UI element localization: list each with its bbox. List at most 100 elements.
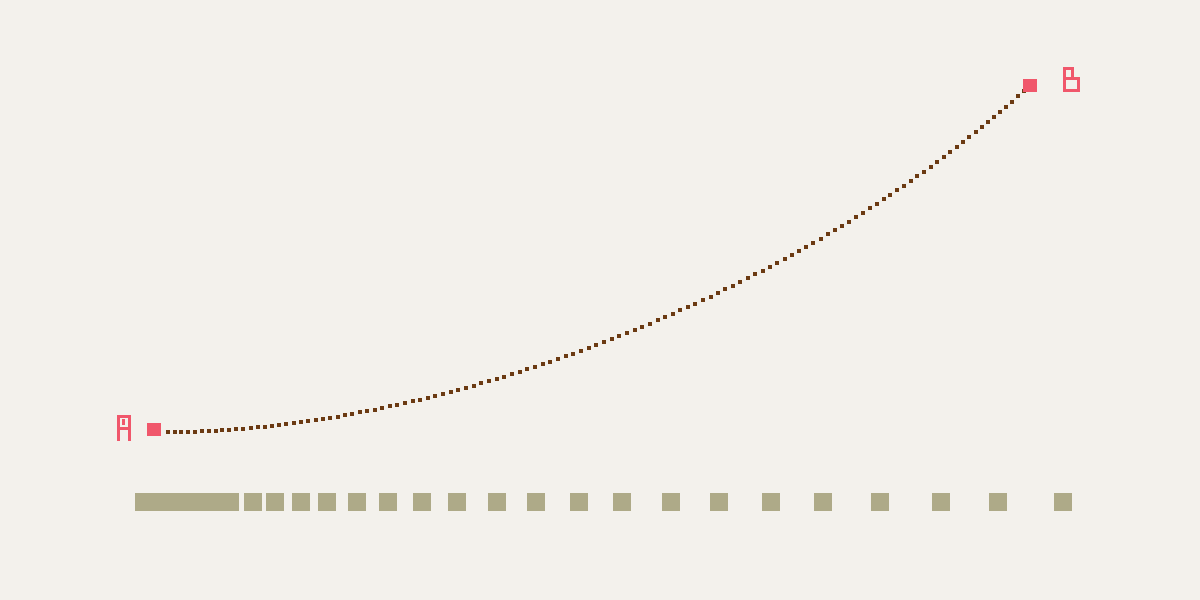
path-dot [610,337,614,341]
path-dot [343,413,347,417]
path-dot [775,261,779,265]
path-dot [510,372,514,376]
path-dot [241,427,245,431]
path-dot [388,404,392,408]
path-dot [321,417,325,421]
path-dot [487,379,491,383]
end-label-pixel-glyph [1063,67,1080,92]
ruler-tick [379,493,397,511]
ruler-tick [527,493,545,511]
path-dot [909,179,913,183]
path-dot [955,145,959,149]
ruler-tick [871,493,889,511]
path-dot [571,352,575,356]
path-dot [948,150,952,154]
path-dot [365,409,369,413]
path-dot [193,430,197,434]
path-dot [868,206,872,210]
path-dot [256,425,260,429]
ruler-tick [570,493,588,511]
path-dot [656,318,660,322]
path-dot [564,354,568,358]
path-dot [350,412,354,416]
path-dot [358,410,362,414]
path-dot [214,429,218,433]
path-dot [426,396,430,400]
path-dot [166,430,170,434]
path-dot [403,401,407,405]
path-dot [518,370,522,374]
path-dot [464,386,468,390]
path-dot [625,331,629,335]
path-dot [935,160,939,164]
path-dot [961,140,965,144]
path-dot [602,340,606,344]
path-dot [998,110,1002,114]
path-dot [633,328,637,332]
path-dot [854,215,858,219]
path-dot [768,265,772,269]
path-dot [587,346,591,350]
path-dot [479,381,483,385]
path-dot [395,403,399,407]
path-dot [441,392,445,396]
path-dot [882,197,886,201]
path-dot [179,430,183,434]
path-dot [449,390,453,394]
path-dot [790,253,794,257]
ruler-tick [710,493,728,511]
ruler-tick [814,493,832,511]
path-dot [895,188,899,192]
ruler-tick [662,493,680,511]
path-dot [819,237,823,241]
path-dot [525,367,529,371]
path-dot [617,334,621,338]
path-dot [888,193,892,197]
path-dot [173,430,177,434]
ruler-ticks [135,493,1072,511]
path-dot [594,343,598,347]
path-dot [753,272,757,276]
ruler-tick [613,493,631,511]
ruler-tick [186,493,205,511]
path-dot [833,228,837,232]
ruler-tick [169,493,188,511]
path-dot [709,295,713,299]
path-dot [640,325,644,329]
ruler-tick [989,493,1007,511]
ruler-tick [318,493,336,511]
path-dot [915,174,919,178]
path-dot [986,120,990,124]
path-dot [411,399,415,403]
path-dot [263,425,267,429]
ruler-tick [292,493,310,511]
path-dot [840,224,844,228]
ruler-tick [488,493,506,511]
path-dot [336,415,340,419]
path-dot [579,349,583,353]
path-dot [723,287,727,291]
path-dot [220,428,224,432]
path-dot [902,184,906,188]
path-dot [693,302,697,306]
ruler-tick [932,493,950,511]
path-dot [929,165,933,169]
path-dot [686,305,690,309]
path-dot [556,357,560,361]
path-dot [456,388,460,392]
ruler-tick [348,493,366,511]
path-dot [200,429,204,433]
path-dot [541,362,545,366]
path-dot [811,241,815,245]
path-dot [804,245,808,249]
path-dot [277,423,281,427]
path-dot [648,322,652,326]
ruler-tick [152,493,171,511]
path-dot [1004,105,1008,109]
path-dot [433,394,437,398]
ruler-tick [448,493,466,511]
path-dot [249,426,253,430]
path-dot [1016,94,1020,98]
ruler-tick [762,493,780,511]
